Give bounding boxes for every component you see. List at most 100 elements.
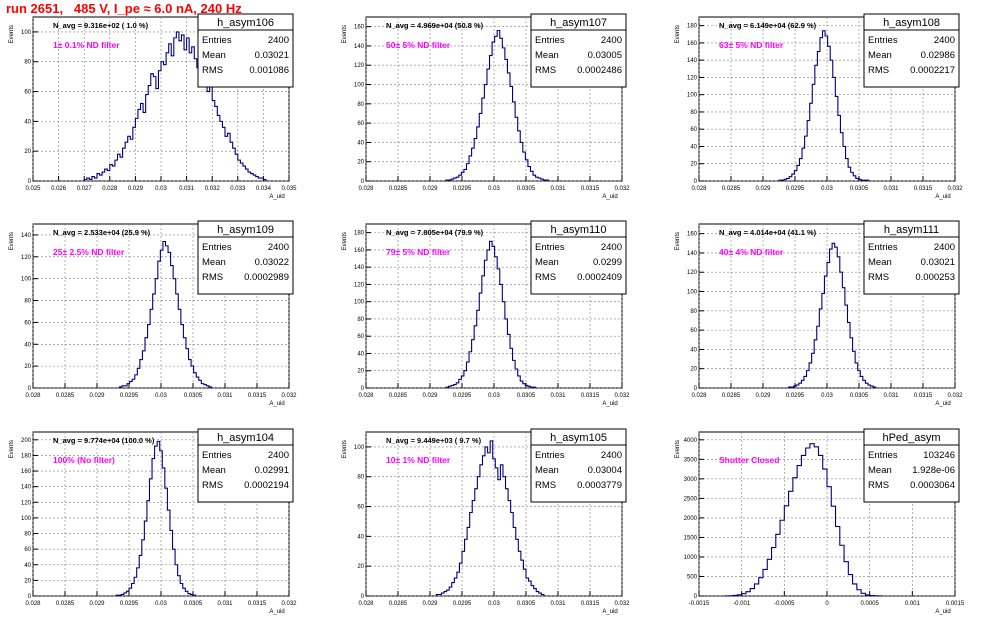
hPed_asym-stats-label: RMS xyxy=(868,480,889,491)
h_asym109-xlabel: A_uid xyxy=(269,401,284,407)
h_asym105-stats-value: 0.03004 xyxy=(588,465,622,476)
hPed_asym-histogram xyxy=(724,443,884,597)
h_asym106-xtick-label: 0.025 xyxy=(25,186,41,192)
hPed_asym-stats-label: Mean xyxy=(868,465,892,476)
h_asym108-stats-label: RMS xyxy=(868,65,889,76)
h_asym109-xtick-label: 0.0305 xyxy=(184,393,203,399)
h_asym107-xtick-label: 0.028 xyxy=(358,186,374,192)
hPed_asym-xtick-label: 0.001 xyxy=(905,601,921,607)
h_asym110-xtick-label: 0.0295 xyxy=(453,393,472,399)
h_asym105-stats-label: RMS xyxy=(535,480,556,491)
h_asym110-navg-label: N_avg = 7.805e+04 (79.9 %) xyxy=(386,228,484,237)
hPed_asym-xtick-label: -0.0005 xyxy=(774,601,795,607)
h_asym107-xtick-label: 0.0285 xyxy=(389,186,408,192)
h_asym109-xtick-label: 0.029 xyxy=(89,393,105,399)
h_asym108-ytick-label: 80 xyxy=(690,110,697,116)
h_asym109-ytick-label: 40 xyxy=(24,342,31,348)
h_asym107-ytick-label: 100 xyxy=(354,83,365,89)
h_asym109-xtick-label: 0.0295 xyxy=(120,393,139,399)
h_asym105-xtick-label: 0.0285 xyxy=(389,601,408,607)
h_asym104-ytick-label: 120 xyxy=(21,500,32,506)
h_asym110-xtick-label: 0.032 xyxy=(614,393,630,399)
h_asym109-annotation: 25± 2.5% ND filter xyxy=(53,247,125,257)
hPed_asym-xlabel: A_uid xyxy=(935,609,950,615)
h_asym107-ytick-label: 140 xyxy=(354,44,365,50)
h_asym107-xtick-label: 0.03 xyxy=(488,186,500,192)
h_asym110-ytick-label: 100 xyxy=(354,300,365,306)
h_asym104-xtick-label: 0.03 xyxy=(155,601,167,607)
h_asym104-xtick-label: 0.0315 xyxy=(248,601,267,607)
h_asym111-xtick-label: 0.03 xyxy=(821,393,833,399)
h_asym104-ytick-label: 100 xyxy=(21,516,32,522)
h_asym106-xtick-label: 0.031 xyxy=(179,186,195,192)
h_asym106-xtick-label: 0.03 xyxy=(155,186,167,192)
h_asym106-ytick-label: 0 xyxy=(28,179,32,185)
h_asym111-stats-value: 0.000253 xyxy=(915,272,955,283)
hPed_asym-ytick-label: 2500 xyxy=(684,496,698,502)
h_asym106-xtick-label: 0.035 xyxy=(281,186,297,192)
h_asym106-stats-label: Mean xyxy=(202,50,226,61)
h_asym109-stats-value: 2400 xyxy=(268,242,289,253)
h_asym109-stats-label: Entries xyxy=(202,242,232,253)
h_asym110-xtick-label: 0.028 xyxy=(358,393,374,399)
h_asym105-xtick-label: 0.032 xyxy=(614,601,630,607)
h_asym107-xtick-label: 0.031 xyxy=(550,186,566,192)
h_asym105-xtick-label: 0.0295 xyxy=(453,601,472,607)
h_asym109-xtick-label: 0.028 xyxy=(25,393,41,399)
h_asym111-histogram xyxy=(788,242,877,388)
h_asym105-ylabel: Events xyxy=(342,440,348,458)
h_asym108-stats-value: 0.0002217 xyxy=(910,65,955,76)
h_asym108-ytick-label: 60 xyxy=(690,127,697,133)
h_asym104-ytick-label: 160 xyxy=(21,469,32,475)
h_asym104-ytick-label: 140 xyxy=(21,485,32,491)
h_asym106-xtick-label: 0.034 xyxy=(256,186,272,192)
h_asym107-stats-value: 0.03005 xyxy=(588,50,622,61)
h_asym106-stats-label: Entries xyxy=(202,35,232,46)
h_asym107-ytick-label: 20 xyxy=(357,160,364,166)
h_asym106-ytick-label: 20 xyxy=(24,149,31,155)
h_asym107-xtick-label: 0.0315 xyxy=(581,186,600,192)
hPed_asym-stats-label: Entries xyxy=(868,450,898,461)
h_asym104-xtick-label: 0.028 xyxy=(25,601,41,607)
h_asym106-xtick-label: 0.033 xyxy=(230,186,246,192)
run-title: run 2651, 485 V, I_pe ≈ 6.0 nA, 240 Hz xyxy=(6,1,242,16)
h_asym108-xtick-label: 0.032 xyxy=(947,186,963,192)
h_asym106-xtick-label: 0.027 xyxy=(77,186,93,192)
h_asym105-stats-value: 0.0003779 xyxy=(577,480,622,491)
h_asym110-stats-value: 0.0299 xyxy=(593,257,622,268)
h_asym107-stats-label: Entries xyxy=(535,35,565,46)
h_asym107-xtick-label: 0.032 xyxy=(614,186,630,192)
h_asym109-stats-title: h_asym109 xyxy=(217,224,274,236)
h_asym104-xtick-label: 0.031 xyxy=(217,601,233,607)
h_asym111-xtick-label: 0.028 xyxy=(691,393,707,399)
h_asym106-stats-value: 0.03021 xyxy=(255,50,289,61)
h_asym104-xtick-label: 0.0295 xyxy=(120,601,139,607)
h_asym109-ytick-label: 0 xyxy=(28,386,32,392)
h_asym105-xtick-label: 0.031 xyxy=(550,601,566,607)
h_asym105-ytick-label: 100 xyxy=(354,445,365,451)
h_asym109-ytick-label: 120 xyxy=(21,255,32,261)
h_asym107-stats-title: h_asym107 xyxy=(550,17,607,29)
h_asym108-xtick-label: 0.0285 xyxy=(722,186,741,192)
h_asym108-stats-box xyxy=(863,13,960,88)
h_asym105-histogram xyxy=(435,440,545,596)
h_asym105-xtick-label: 0.0305 xyxy=(517,601,536,607)
h_asym109-histogram xyxy=(118,240,213,388)
h_asym110-ytick-label: 120 xyxy=(354,282,365,288)
h_asym109-navg-label: N_avg = 2.533e+04 (25.9 %) xyxy=(53,228,151,237)
h_asym105-ytick-label: 60 xyxy=(357,505,364,511)
h_asym104-xtick-label: 0.029 xyxy=(89,601,105,607)
h_asym107-xtick-label: 0.0295 xyxy=(453,186,472,192)
h_asym108-annotation: 63± 5% ND filter xyxy=(719,40,784,50)
h_asym106-stats-value: 0.001086 xyxy=(249,65,289,76)
h_asym111-stats-title: h_asym111 xyxy=(884,224,939,236)
h_asym107-stats-label: RMS xyxy=(535,65,556,76)
h_asym106-stats-label: RMS xyxy=(202,65,223,76)
h_asym108-ytick-label: 160 xyxy=(687,41,698,47)
h_asym110-stats-label: RMS xyxy=(535,272,556,283)
h_asym110-stats-value: 0.0002409 xyxy=(577,272,622,283)
h_asym110-ytick-label: 0 xyxy=(361,386,365,392)
h_asym107-xlabel: A_uid xyxy=(602,194,617,200)
h_asym111-xtick-label: 0.029 xyxy=(755,393,771,399)
